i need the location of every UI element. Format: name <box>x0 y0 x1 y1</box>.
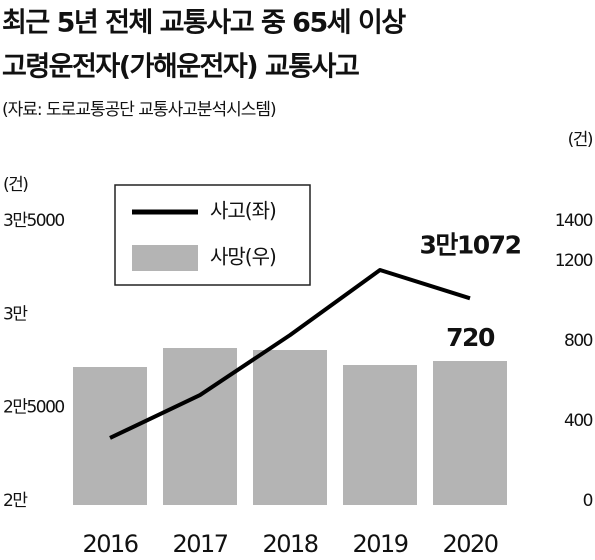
legend-swatch <box>132 245 198 271</box>
y-unit: (건) <box>3 175 28 195</box>
chart-title: 최근 5년 전체 교통사고 중 65세 이상 <box>2 8 406 39</box>
y2-tick-label: 800 <box>564 331 593 351</box>
legend-label: 사망(우) <box>210 245 276 269</box>
x-tick-label: 2020 <box>442 530 497 558</box>
y2-tick-label: 400 <box>564 411 593 431</box>
y-tick-label: 2만5000 <box>3 398 64 418</box>
y-tick-label: 3만 <box>3 304 28 324</box>
x-tick-label: 2016 <box>82 530 137 558</box>
line <box>109 267 471 440</box>
y-tick-label: 2만 <box>3 491 28 511</box>
bar <box>253 350 327 505</box>
y2-unit: (건) <box>568 130 593 150</box>
chart-title: 고령운전자(가해운전자) 교통사고 <box>2 52 359 83</box>
x-tick-label: 2018 <box>262 530 317 558</box>
bar <box>343 365 417 505</box>
value-label: 720 <box>446 323 495 352</box>
x-tick-label: 2017 <box>172 530 227 558</box>
bar <box>163 348 237 505</box>
x-tick-label: 2019 <box>352 530 407 558</box>
source: (자료: 도로교통공단 교통사고분석시스템) <box>2 100 276 120</box>
y-tick-label: 3만5000 <box>3 211 64 231</box>
y2-tick-label: 1200 <box>555 251 593 271</box>
y2-tick-label: 0 <box>583 491 593 511</box>
y2-tick-label: 1400 <box>555 211 593 231</box>
value-label: 3만1072 <box>420 230 521 259</box>
bar <box>433 361 507 505</box>
legend-label: 사고(좌) <box>210 199 276 223</box>
